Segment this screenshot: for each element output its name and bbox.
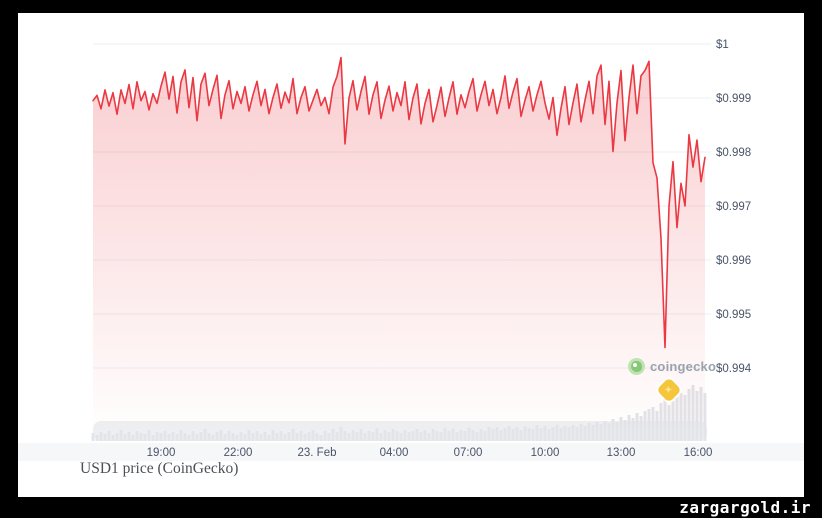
site-watermark: zargargold.ir xyxy=(679,498,811,517)
y-axis-tick-label: $0.998 xyxy=(716,147,751,159)
x-axis-tick-label: 16:00 xyxy=(684,447,713,459)
chart-panel: $1 $0.999 $0.998 $0.997 $0.996 $0.995 $0.994 19… xyxy=(18,13,804,497)
x-axis-tick-label: 10:00 xyxy=(531,447,560,459)
coingecko-gecko-icon xyxy=(628,358,645,375)
x-axis-tick-label: 07:00 xyxy=(454,447,483,459)
x-axis-tick-label: 22:00 xyxy=(224,447,253,459)
y-axis-tick-label: $0.995 xyxy=(716,309,751,321)
star-icon: ✦ xyxy=(664,383,674,397)
y-axis-tick-label: $0.996 xyxy=(716,255,751,267)
y-axis-tick-label: $1 xyxy=(716,39,729,51)
y-axis-tick-label: $0.997 xyxy=(716,201,751,213)
y-axis-tick-label: $0.994 xyxy=(716,363,752,375)
x-axis-tick-label: 19:00 xyxy=(147,447,176,459)
price-chart-canvas[interactable] xyxy=(93,44,710,441)
x-axis-band xyxy=(18,443,804,461)
coingecko-watermark: coingecko xyxy=(628,358,716,375)
x-axis-tick-label: 23. Feb xyxy=(298,447,337,459)
y-axis-tick-label: $0.999 xyxy=(716,93,751,105)
x-axis-tick-label: 13:00 xyxy=(607,447,636,459)
coingecko-watermark-label: coingecko xyxy=(650,359,717,374)
price-line xyxy=(92,56,706,349)
x-axis-tick-label: 04:00 xyxy=(380,447,409,459)
price-chart: $1 $0.999 $0.998 $0.997 $0.996 $0.995 $0.994 19… xyxy=(18,39,804,461)
chart-caption: USD1 price (CoinGecko) xyxy=(80,460,239,477)
price-area-fill xyxy=(93,57,705,441)
